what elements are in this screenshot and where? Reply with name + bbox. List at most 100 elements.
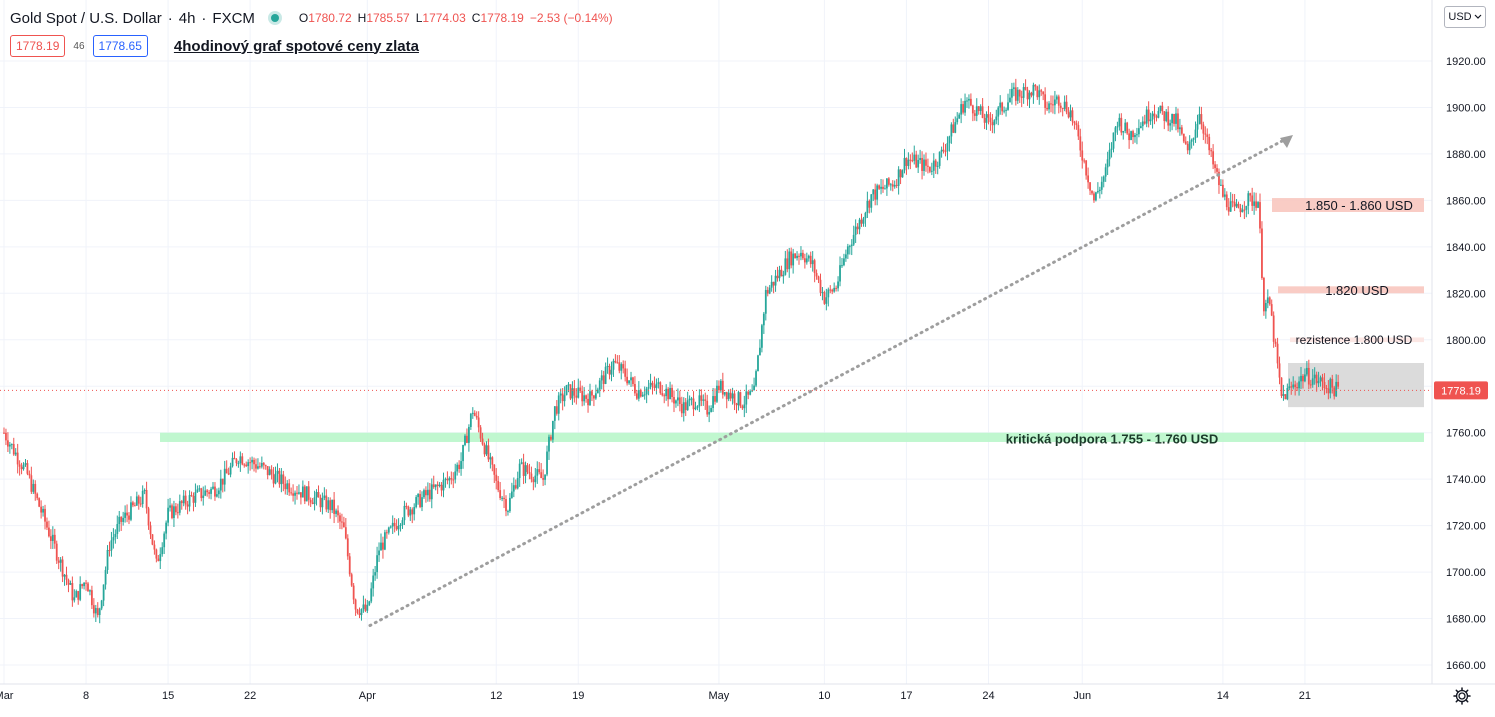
candle-body	[1153, 113, 1156, 117]
candle-body	[380, 542, 382, 551]
candle-body	[1175, 113, 1177, 124]
candle-body	[948, 136, 951, 144]
candle-body	[911, 160, 914, 162]
candle-body	[1290, 386, 1293, 388]
candle-body	[1007, 102, 1009, 110]
chevron-down-icon	[1474, 14, 1482, 19]
candle-body	[1001, 102, 1004, 112]
candle-body	[112, 537, 115, 541]
candle-body	[272, 474, 275, 484]
candle-body	[987, 114, 990, 118]
candle-body	[973, 113, 976, 116]
candle-body	[540, 472, 543, 479]
candle-body	[579, 387, 582, 391]
candle-body	[491, 457, 494, 465]
candle-body	[106, 549, 109, 570]
candle-body	[1032, 84, 1035, 96]
candle-body	[786, 258, 789, 270]
candle-body	[425, 490, 427, 496]
candle-body	[81, 584, 84, 587]
candle-body	[981, 106, 984, 118]
candle-body	[1329, 378, 1332, 394]
candle-body	[126, 512, 128, 516]
time-axis-label: Mar	[0, 690, 14, 702]
time-axis-label: 14	[1217, 690, 1229, 702]
candle-body	[669, 387, 671, 400]
price-zone	[1272, 198, 1424, 212]
candle-body	[993, 120, 996, 126]
candle-body	[747, 391, 750, 395]
candle-body	[313, 497, 316, 504]
candle-body	[1026, 89, 1029, 100]
candle-body	[518, 463, 521, 479]
gear-icon[interactable]	[1452, 686, 1472, 706]
candle-body	[34, 483, 37, 494]
open-value: 1780.72	[308, 11, 352, 25]
candle-body	[673, 397, 675, 404]
currency-button[interactable]: USD	[1444, 6, 1486, 28]
candle-body	[745, 391, 748, 405]
candle-body	[1137, 128, 1140, 135]
candle-body	[317, 491, 320, 498]
candle-body	[393, 522, 396, 527]
candle-body	[444, 478, 447, 480]
chart-title-annotation[interactable]: 4hodinový graf spotové ceny zlata	[173, 37, 419, 55]
candle-body	[1093, 193, 1095, 201]
candle-body	[522, 462, 525, 476]
candle-body	[1302, 375, 1304, 382]
candle-body	[680, 403, 683, 414]
candle-body	[1264, 303, 1267, 312]
candle-body	[1067, 112, 1070, 118]
candle-body	[49, 536, 52, 541]
candle-body	[604, 366, 607, 384]
candle-body	[759, 347, 761, 356]
symbol-header: Gold Spot / U.S. Dollar · 4h · FXCM O178…	[10, 7, 613, 29]
candle-body	[1179, 127, 1181, 130]
candle-body	[897, 169, 900, 186]
high-value: 1785.57	[366, 11, 410, 25]
candle-body	[563, 395, 566, 402]
price-axis-label: 1740.00	[1446, 474, 1486, 486]
candle-body	[1311, 378, 1314, 385]
candle-body	[876, 185, 879, 200]
candle-body	[214, 486, 216, 497]
candle-body	[1298, 381, 1300, 389]
buy-button[interactable]: 1778.65	[92, 35, 148, 57]
candle-body	[1098, 189, 1101, 192]
candle-body	[802, 252, 804, 259]
candle-body	[22, 464, 25, 470]
close-value: 1778.19	[480, 11, 524, 25]
candle-body	[544, 474, 546, 480]
price-zone	[160, 432, 1424, 442]
price-axis-label: 1680.00	[1446, 614, 1486, 626]
candle-body	[1145, 109, 1148, 124]
time-axis-label: May	[709, 690, 730, 702]
candle-body	[1186, 143, 1189, 151]
interval-label[interactable]: 4h	[178, 9, 196, 27]
candle-body	[501, 497, 503, 499]
candle-body	[364, 604, 367, 611]
candle-body	[1304, 374, 1306, 382]
candle-body	[684, 402, 687, 411]
candle-body	[694, 407, 697, 410]
price-axis-label: 1700.00	[1446, 567, 1486, 579]
candle-body	[28, 473, 31, 476]
sell-button[interactable]: 1778.19	[10, 35, 66, 57]
candle-body	[180, 501, 183, 504]
candle-body	[282, 474, 285, 484]
symbol-name[interactable]: Gold Spot / U.S. Dollar	[10, 9, 162, 27]
candle-body	[677, 397, 679, 401]
candle-body	[800, 252, 802, 257]
candle-body	[204, 490, 207, 496]
candle-body	[1171, 114, 1173, 124]
candle-body	[1167, 111, 1170, 126]
candle-body	[67, 579, 70, 585]
candle-body	[1212, 151, 1215, 165]
candle-body	[319, 497, 322, 508]
candle-body	[569, 384, 572, 399]
candle-body	[905, 157, 908, 166]
candle-body	[671, 387, 673, 398]
candle-body	[862, 218, 865, 224]
